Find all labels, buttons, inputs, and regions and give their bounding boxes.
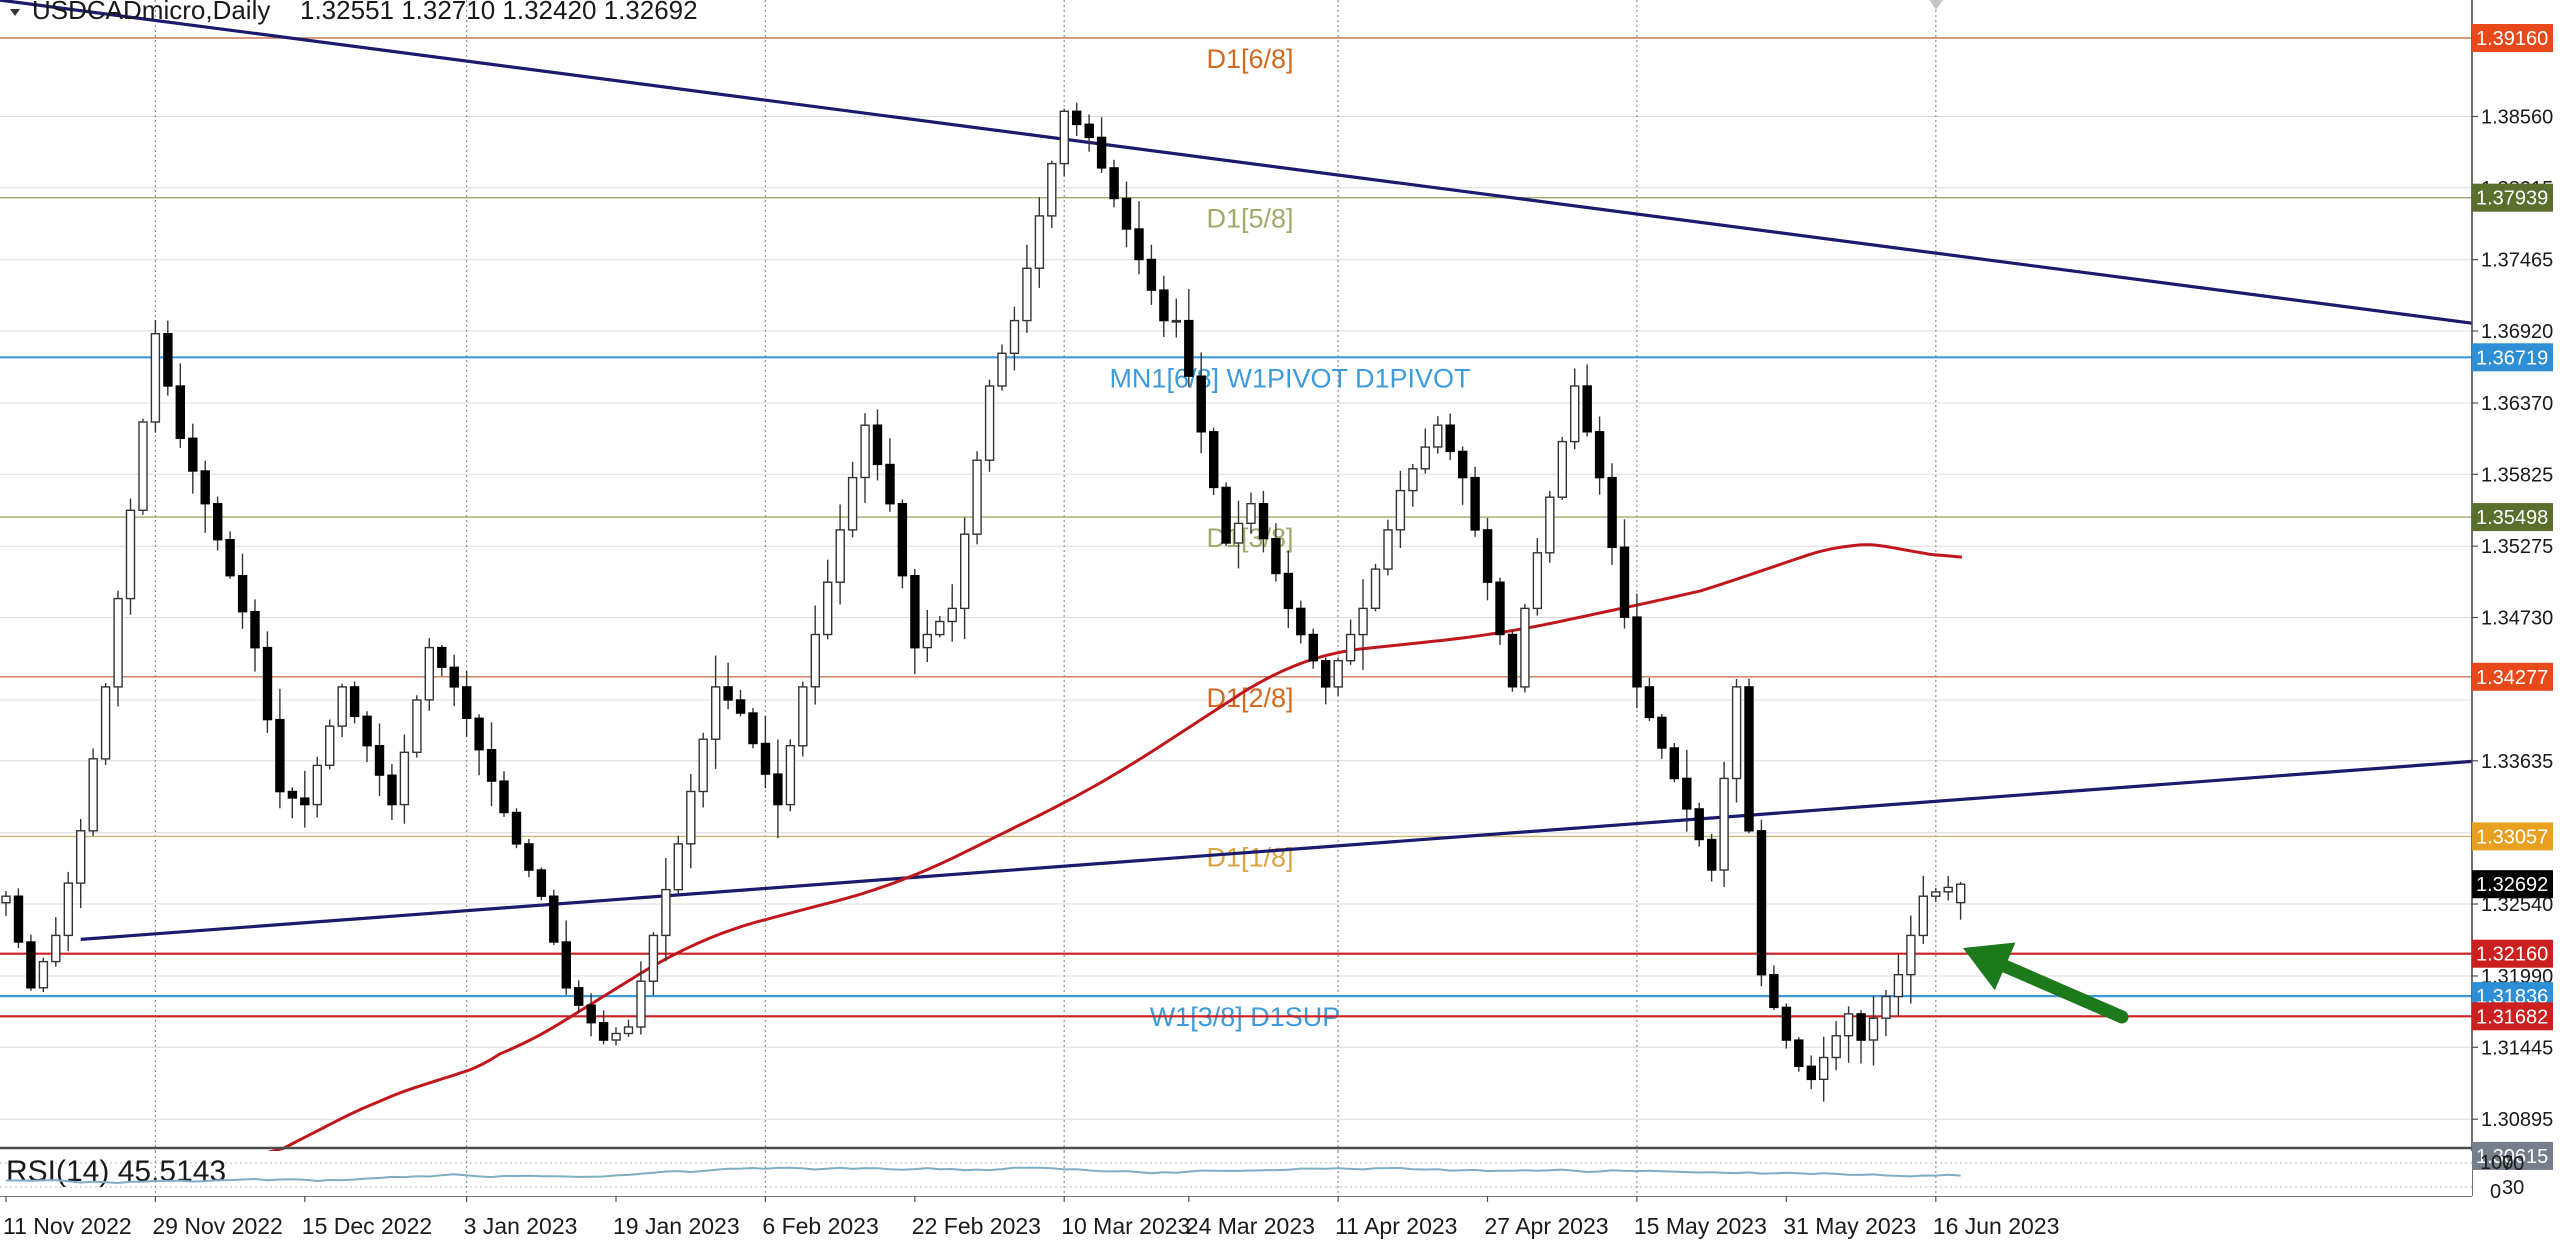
svg-text:1.32160: 1.32160 xyxy=(2476,944,2548,966)
svg-text:30: 30 xyxy=(2502,1177,2524,1199)
svg-text:1.36719: 1.36719 xyxy=(2476,347,2548,369)
svg-text:31 May 2023: 31 May 2023 xyxy=(1783,1213,1916,1239)
svg-text:1.34730: 1.34730 xyxy=(2481,608,2553,630)
svg-text:0: 0 xyxy=(2490,1181,2501,1203)
svg-text:11 Apr 2023: 11 Apr 2023 xyxy=(1335,1213,1457,1239)
svg-text:1.35825: 1.35825 xyxy=(2481,464,2553,486)
svg-text:D1[6/8]: D1[6/8] xyxy=(1206,44,1293,74)
svg-text:1.35498: 1.35498 xyxy=(2476,507,2548,529)
svg-text:1.32551 1.32710 1.32420 1.3269: 1.32551 1.32710 1.32420 1.32692 xyxy=(300,0,698,25)
svg-text:1.31445: 1.31445 xyxy=(2481,1037,2553,1059)
svg-text:1.36370: 1.36370 xyxy=(2481,393,2553,415)
svg-text:1.33057: 1.33057 xyxy=(2476,826,2548,848)
svg-text:1.34277: 1.34277 xyxy=(2476,667,2548,689)
svg-text:D1[1/8]: D1[1/8] xyxy=(1206,842,1293,872)
svg-text:1.38560: 1.38560 xyxy=(2481,107,2553,129)
svg-text:15 May 2023: 15 May 2023 xyxy=(1634,1213,1767,1239)
svg-text:22 Feb 2023: 22 Feb 2023 xyxy=(912,1213,1041,1239)
svg-text:16 Jun 2023: 16 Jun 2023 xyxy=(1933,1213,2060,1239)
svg-text:10 Mar 2023: 10 Mar 2023 xyxy=(1061,1213,1190,1239)
svg-text:15 Dec 2022: 15 Dec 2022 xyxy=(302,1213,432,1239)
svg-text:1.36920: 1.36920 xyxy=(2481,321,2553,343)
svg-text:1.37939: 1.37939 xyxy=(2476,188,2548,210)
svg-text:1.33635: 1.33635 xyxy=(2481,751,2553,773)
svg-text:27 Apr 2023: 27 Apr 2023 xyxy=(1485,1213,1609,1239)
svg-text:100: 100 xyxy=(2480,1152,2513,1174)
svg-text:D1[5/8]: D1[5/8] xyxy=(1206,204,1293,234)
svg-text:1.32540: 1.32540 xyxy=(2481,894,2553,916)
svg-text:1.31682: 1.31682 xyxy=(2476,1006,2548,1028)
svg-text:1.37465: 1.37465 xyxy=(2481,250,2553,272)
svg-text:11 Nov 2022: 11 Nov 2022 xyxy=(3,1213,132,1239)
svg-text:24 Mar 2023: 24 Mar 2023 xyxy=(1186,1213,1315,1239)
svg-text:1.32692: 1.32692 xyxy=(2476,874,2548,896)
svg-text:1.39160: 1.39160 xyxy=(2476,28,2548,50)
svg-text:6 Feb 2023: 6 Feb 2023 xyxy=(762,1213,878,1239)
svg-text:29 Nov 2022: 29 Nov 2022 xyxy=(152,1213,282,1239)
svg-text:1.30895: 1.30895 xyxy=(2481,1109,2553,1131)
svg-text:3 Jan 2023: 3 Jan 2023 xyxy=(464,1213,578,1239)
svg-text:MN1[6/8] W1PIVOT D1PIVOT: MN1[6/8] W1PIVOT D1PIVOT xyxy=(1109,363,1470,393)
svg-text:USDCADmicro,Daily: USDCADmicro,Daily xyxy=(32,0,270,25)
svg-text:19 Jan 2023: 19 Jan 2023 xyxy=(613,1213,740,1239)
svg-text:1.35275: 1.35275 xyxy=(2481,536,2553,558)
